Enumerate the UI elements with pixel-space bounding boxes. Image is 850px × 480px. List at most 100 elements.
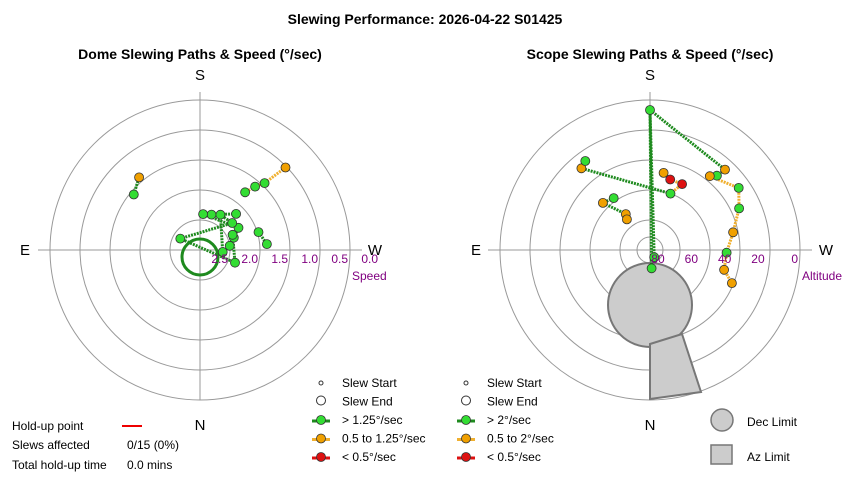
dome-slew-point	[198, 209, 209, 220]
slews-affected-label: Slews affected	[12, 438, 90, 452]
total-holdup-value: 0.0 mins	[127, 458, 172, 472]
dome-legend-start-marker	[318, 380, 324, 386]
dome-slew-point	[231, 208, 242, 219]
dome-slew-point	[240, 187, 251, 198]
scope-dir-bottom: N	[645, 417, 656, 434]
az-limit-swatch	[710, 444, 733, 465]
scope-tick-label: 80	[651, 252, 665, 266]
scope-legend-label: Slew Start	[487, 376, 542, 390]
dome-legend-end-marker	[316, 395, 326, 406]
scope-legend-label: Slew End	[487, 395, 538, 409]
scope-tick-label: 60	[685, 252, 699, 266]
dome-slew-point	[215, 209, 226, 220]
scope-radial-axis-label: Altitude	[802, 269, 842, 283]
scope-slew-path-7	[648, 108, 656, 269]
scope-slew-point	[704, 171, 715, 182]
dome-dir-bottom: N	[195, 417, 206, 434]
scope-slew-point	[649, 252, 660, 263]
scope-legend-start-marker	[463, 380, 469, 386]
scope-slew-point	[598, 197, 608, 208]
dome-tick-label: 1.0	[301, 252, 318, 266]
dome-radial-ticks: 2.5 2.0 1.5 1.0 0.5 0.0	[211, 252, 378, 266]
dome-slew-point	[227, 229, 238, 240]
dome-dir-top: S	[195, 67, 205, 84]
scope-slew-point	[658, 167, 669, 178]
scope-slew-point	[645, 105, 655, 115]
scope-legend-marker	[461, 452, 471, 462]
slews-affected-value: 0/15 (0%)	[127, 438, 179, 452]
scope-legend-marker	[461, 433, 471, 444]
scope-legend-label: 0.5 to 2°/sec	[487, 432, 554, 446]
dome-slew-points	[128, 162, 291, 268]
dome-legend-label: Slew End	[342, 395, 393, 409]
scope-limit-zones	[607, 262, 703, 401]
figure-title: Slewing Performance: 2026-04-22 S01425	[288, 11, 563, 27]
dome-grid	[38, 92, 362, 401]
dome-tick-label: 2.5	[211, 252, 228, 266]
scope-slew-path-1	[649, 108, 727, 177]
scope-dir-right: W	[819, 242, 834, 259]
scope-slew-path-6	[579, 160, 671, 196]
holdup-point-label: Hold-up point	[12, 419, 84, 433]
scope-tick-label: 20	[751, 252, 765, 266]
dome-slew-point	[280, 162, 291, 173]
scope-slew-point	[665, 188, 676, 199]
dome-slew-path-5	[178, 213, 237, 265]
scope-legend-label: < 0.5°/sec	[487, 450, 541, 464]
dome-slew-path-1	[244, 166, 287, 194]
scope-slew-point	[720, 164, 730, 175]
scope-slew-point	[646, 263, 657, 274]
dome-slew-point	[224, 240, 235, 251]
dome-chart-title: Dome Slewing Paths & Speed (°/sec)	[78, 46, 322, 62]
dome-tick-label: 0.5	[331, 252, 348, 266]
dec-limit-label: Dec Limit	[747, 415, 798, 429]
scope-slew-point	[721, 247, 732, 258]
scope-slew-point	[677, 179, 687, 190]
dome-slew-point	[217, 247, 228, 257]
az-limit-zone	[649, 332, 703, 401]
scope-dir-left: E	[471, 242, 481, 259]
scope-slew-point	[622, 214, 632, 225]
scope-chart-title: Scope Slewing Paths & Speed (°/sec)	[527, 46, 774, 62]
scope-slew-point	[733, 182, 744, 193]
total-holdup-label: Total hold-up time	[12, 458, 107, 472]
dome-radial-axis-label: Speed	[352, 269, 387, 283]
dome-legend: Slew Start Slew End > 1.25°/sec 0.5 to 1.25…	[312, 376, 426, 464]
dome-legend-label: > 1.25°/sec	[342, 413, 403, 427]
dome-legend-marker	[316, 415, 326, 425]
scope-slew-point	[728, 227, 738, 238]
scope-legend-label: > 2°/sec	[487, 413, 531, 427]
dome-slew-point	[206, 209, 217, 220]
scope-slew-point	[734, 203, 744, 214]
holdup-info: Hold-up point Slews affected 0/15 (0%) T…	[12, 419, 179, 472]
dome-dir-left: E	[20, 242, 30, 259]
scope-dir-top: S	[645, 67, 655, 84]
dome-slew-point	[250, 181, 261, 192]
scope-slew-point	[727, 278, 737, 289]
dome-legend-label: 0.5 to 1.25°/sec	[342, 432, 426, 446]
scope-slew-point	[580, 156, 591, 166]
dome-tick-label: 0.0	[361, 252, 378, 266]
dome-slew-point	[261, 239, 272, 250]
scope-slew-point	[608, 193, 619, 204]
scope-radial-ticks: 80 60 40 20 0	[651, 252, 798, 266]
dome-chart: Dome Slewing Paths & Speed (°/sec) S N E…	[20, 46, 387, 434]
dec-limit-swatch	[710, 408, 734, 432]
dome-legend-marker	[316, 452, 326, 462]
scope-chart: Scope Slewing Paths & Speed (°/sec) S N …	[471, 46, 842, 434]
dome-slew-loop	[180, 237, 220, 277]
az-limit-label: Az Limit	[747, 450, 790, 464]
dome-slew-point	[227, 218, 238, 228]
dome-slew-point	[134, 172, 145, 183]
scope-slew-point	[665, 174, 676, 185]
dome-legend-label: < 0.5°/sec	[342, 450, 396, 464]
dome-tick-label: 1.5	[271, 252, 288, 266]
dome-legend-label: Slew Start	[342, 376, 397, 390]
dome-slew-point	[253, 227, 264, 238]
dome-dir-right: W	[368, 242, 383, 259]
dome-slew-point	[259, 178, 270, 189]
dome-slew-point	[230, 257, 240, 268]
scope-legend-marker	[461, 415, 471, 425]
scope-slew-points	[576, 105, 744, 289]
